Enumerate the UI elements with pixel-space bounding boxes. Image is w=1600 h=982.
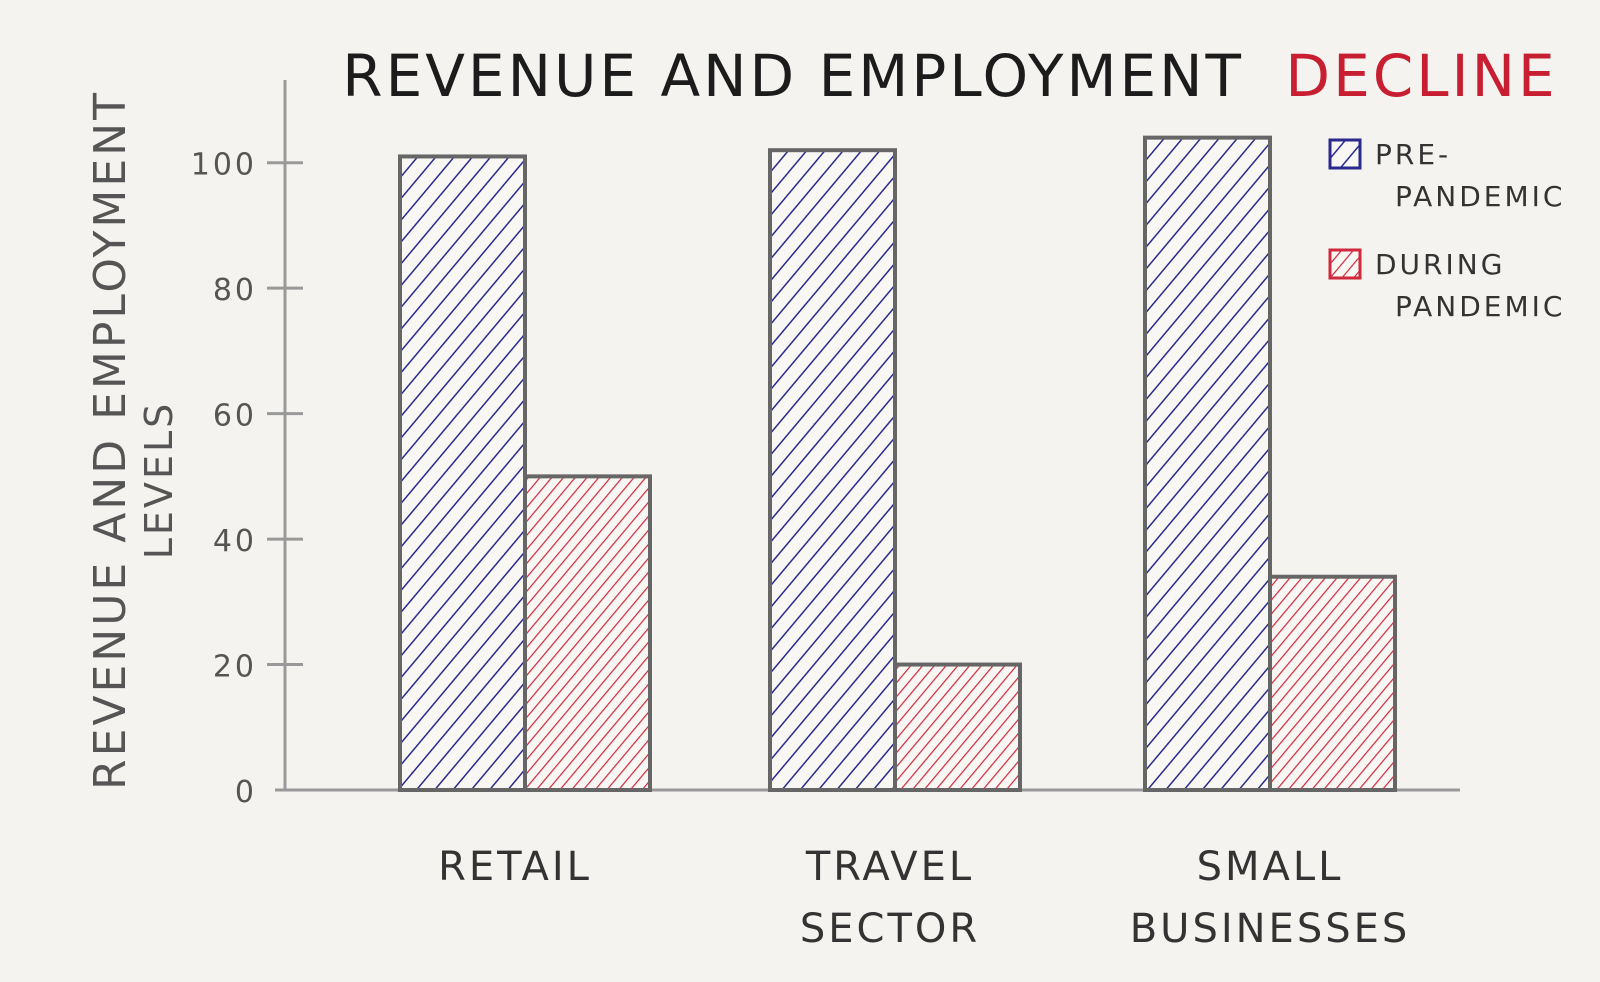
bar-0-0 <box>398 154 527 793</box>
chart-title-main: REVENUE AND EMPLOYMENT <box>342 42 1244 110</box>
bar-1-0 <box>768 148 897 792</box>
bar-1-1 <box>893 662 1022 793</box>
bar-0-1 <box>523 474 652 792</box>
x-tick-label: BUSINESSES <box>1130 906 1411 952</box>
y-tick-label: 60 <box>213 399 257 434</box>
y-tick-label: 80 <box>213 273 257 308</box>
legend-label: PRE- <box>1375 138 1451 171</box>
x-tick-label: SMALL <box>1197 844 1344 890</box>
y-tick-label: 100 <box>191 148 257 183</box>
bar-2-1 <box>1268 574 1397 793</box>
y-tick-label: 20 <box>213 650 257 685</box>
x-tick-label: TRAVEL <box>805 844 974 890</box>
y-ticks: 0 20 40 60 80 100 <box>191 148 303 810</box>
legend: PRE- PANDEMIC DURING PANDEMIC <box>1328 138 1565 323</box>
y-axis-label: REVENUE AND EMPLOYMENT <box>85 90 136 790</box>
bar-2-0 <box>1143 135 1272 793</box>
legend-swatch <box>1328 138 1362 170</box>
legend-label: PANDEMIC <box>1395 290 1565 323</box>
y-tick-label: 40 <box>213 524 257 559</box>
y-axis-label-line2: LEVELS <box>137 401 181 559</box>
x-tick-label: SECTOR <box>800 906 980 952</box>
bars <box>398 135 1397 793</box>
legend-label: DURING <box>1375 248 1505 281</box>
x-tick-label: RETAIL <box>438 844 592 890</box>
legend-swatch <box>1328 248 1362 280</box>
y-tick-label: 0 <box>235 775 257 810</box>
x-tick-labels: RETAIL TRAVEL SECTOR SMALL BUSINESSES <box>438 844 1411 952</box>
chart-title: REVENUE AND EMPLOYMENT DECLINE <box>342 42 1557 110</box>
chart-title-accent: DECLINE <box>1285 42 1557 110</box>
legend-label: PANDEMIC <box>1395 180 1565 213</box>
